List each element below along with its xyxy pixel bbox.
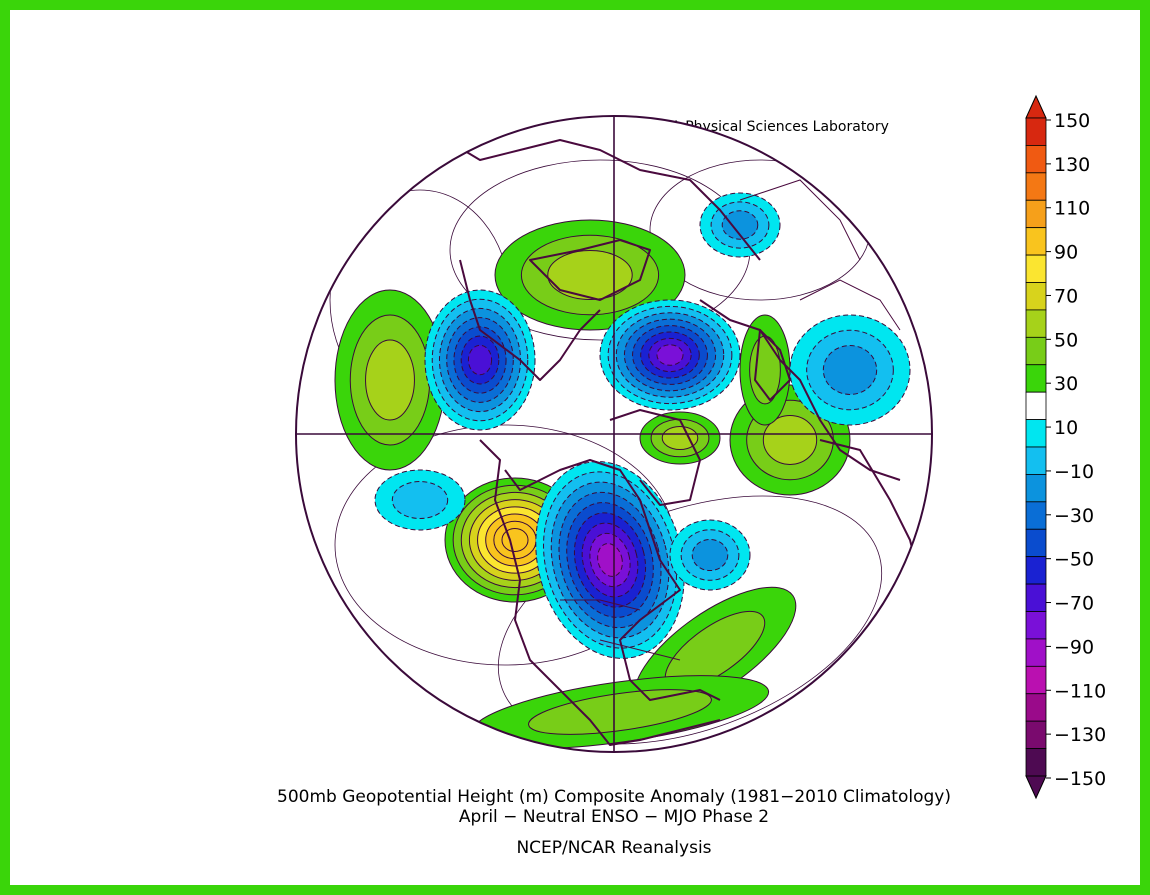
political-border: [799, 279, 901, 331]
political-border: [560, 599, 641, 611]
coastlines: [429, 129, 921, 746]
pos-anomaly-arctic-contour: [547, 250, 633, 300]
neg-anomaly-siberia: [424, 289, 536, 431]
colorbar-swatch: [1025, 145, 1047, 174]
coast-greenland: [609, 409, 701, 506]
anomaly-shading: [329, 159, 911, 749]
pos-anomaly-scandinavia-contour: [661, 425, 699, 451]
colorbar-swatch: [1025, 364, 1047, 393]
colorbar-swatch: [1025, 665, 1047, 695]
neg-anomaly-north-america-contour: [597, 543, 623, 577]
colorbar-swatch: [1025, 583, 1047, 612]
colorbar-tick-label: −110: [1054, 680, 1106, 702]
colorbar-tick-label: −30: [1054, 505, 1094, 527]
neg-anomaly-east-pacific-contour: [391, 481, 449, 519]
neg-anomaly-siberia-contour: [467, 344, 493, 376]
colorbar-tick-label: 30: [1054, 373, 1078, 395]
coast-north-america: [504, 459, 721, 701]
caption-line-2: April − Neutral ENSO − MJO Phase 2: [459, 807, 769, 827]
pos-anomaly-northeast-pacific-contour: [501, 527, 529, 553]
pos-anomaly-pacific-west-contour: [365, 339, 415, 421]
colorbar-tick-label: −90: [1054, 636, 1094, 658]
political-border: [739, 179, 861, 261]
neg-anomaly-greenland-north-contour: [721, 210, 759, 240]
colorbar-swatch: [1025, 556, 1047, 585]
neg-anomaly-north-atlantic: [599, 299, 741, 411]
colorbar-swatch: [1025, 528, 1047, 558]
colorbar-swatch: [1025, 501, 1047, 530]
colorbar-swatch: [1025, 172, 1047, 201]
pos-anomaly-greenland-east: [739, 314, 791, 426]
pos-anomaly-europe-contour: [762, 415, 818, 465]
colorbar-swatch: [1025, 446, 1047, 475]
colorbar-swatch: [1025, 391, 1047, 420]
colorbar-swatch: [1025, 693, 1047, 722]
colorbar-swatch: [1025, 419, 1047, 448]
colorbar-swatch: [1025, 474, 1047, 503]
pos-anomaly-tropics-contour: [528, 689, 712, 735]
coast-siberia: [459, 259, 601, 381]
colorbar-tick-label: 50: [1054, 329, 1078, 351]
colorbar-tick-label: −70: [1054, 593, 1094, 615]
colorbar-tick-label: 70: [1054, 285, 1078, 307]
colorbar-tick-label: −150: [1054, 768, 1106, 790]
neg-anomaly-scandinavia-east: [789, 314, 911, 426]
colorbar-swatch: [1025, 254, 1047, 283]
colorbar-swatch: [1025, 117, 1047, 146]
colorbar: 150 130 110 90 70 50 30 10 −10 −30 −50 −70 −90 −110 −1…: [1025, 94, 1106, 800]
map-outline: [295, 115, 933, 753]
coast-europe: [699, 299, 901, 481]
colorbar-tick-label: −130: [1054, 724, 1106, 746]
colorbar-tick-label: 130: [1054, 154, 1090, 176]
coast-arctic-islands: [529, 239, 651, 301]
colorbar-tick-label: 150: [1054, 110, 1090, 132]
polar-map: [295, 115, 933, 753]
neg-anomaly-north-america: [535, 461, 685, 659]
neg-anomaly-atlantic-west-contour: [691, 538, 729, 572]
colorbar-tick-label: −50: [1054, 549, 1094, 571]
coast-alaska: [479, 439, 561, 691]
colorbar-tick-label: 110: [1054, 198, 1090, 220]
colorbar-swatch: [1025, 720, 1047, 749]
neg-anomaly-north-atlantic-contour: [656, 344, 684, 366]
colorbar-arrow-top: [1025, 94, 1047, 119]
neg-anomaly-atlantic-west: [669, 519, 751, 591]
neg-anomaly-scandinavia-east-contour: [822, 345, 878, 395]
coast-mexico: [559, 689, 721, 746]
colorbar-swatch: [1025, 638, 1047, 667]
pos-anomaly-pacific-west: [334, 289, 446, 471]
colorbar-tick-label: −10: [1054, 461, 1094, 483]
caption-line-3: NCEP/NCAR Reanalysis: [516, 838, 711, 858]
coast-scandinavia: [754, 329, 791, 401]
colorbar-arrow-bottom: [1025, 775, 1047, 800]
pos-anomaly-tropics: [470, 675, 770, 749]
neg-anomaly-east-pacific: [374, 469, 466, 531]
caption-line-1: 500mb Geopotential Height (m) Composite …: [277, 787, 951, 807]
coast-asia-east: [429, 129, 761, 261]
colorbar-swatch: [1025, 282, 1047, 311]
colorbar-swatch: [1025, 227, 1047, 256]
colorbar-swatch: [1025, 336, 1047, 366]
colorbar-tick-label: 10: [1054, 417, 1078, 439]
colorbar-tick-label: 90: [1054, 242, 1078, 264]
colorbar-swatch: [1025, 611, 1047, 640]
colorbar-swatch: [1025, 199, 1047, 229]
pos-anomaly-scandinavia: [639, 411, 721, 465]
colorbar-swatch: [1025, 309, 1047, 338]
colorbar-swatch: [1025, 748, 1047, 777]
